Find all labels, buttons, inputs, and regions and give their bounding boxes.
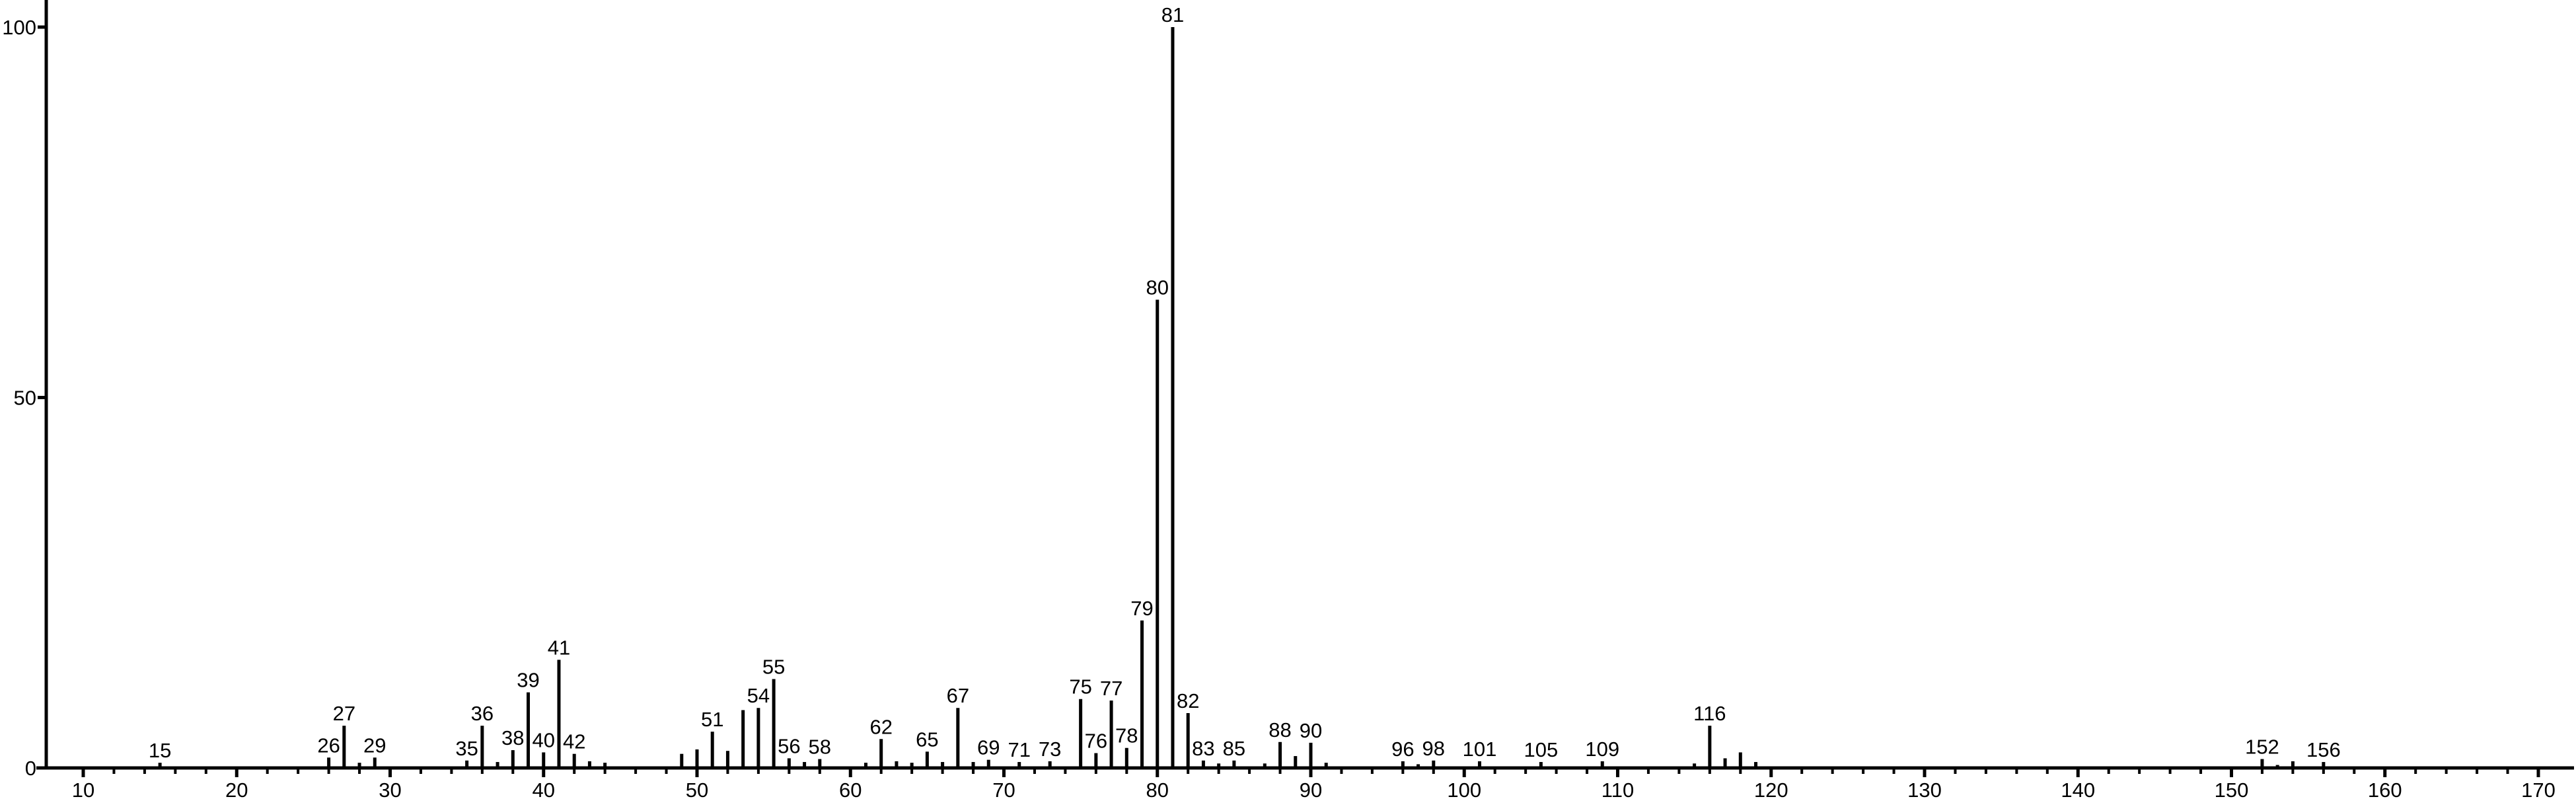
x-axis-tick-label: 20 (225, 779, 248, 799)
x-axis-tick-label: 100 (1447, 779, 1481, 799)
peak-label-mz-65: 65 (916, 728, 938, 751)
peak-label-mz-29: 29 (363, 734, 386, 757)
peak-label-mz-40: 40 (533, 728, 555, 751)
peak-label-mz-78: 78 (1115, 724, 1138, 747)
peak-label-mz-98: 98 (1422, 737, 1445, 760)
peak-label-mz-26: 26 (317, 734, 340, 757)
x-axis-tick-label: 70 (992, 779, 1015, 799)
peak-label-mz-109: 109 (1585, 738, 1619, 761)
y-axis-tick-label: 0 (25, 757, 36, 780)
peak-label-mz-42: 42 (563, 730, 585, 753)
x-axis-tick-label: 160 (2368, 779, 2402, 799)
peak-label-mz-77: 77 (1100, 677, 1122, 700)
peak-label-mz-88: 88 (1269, 718, 1291, 742)
peak-label-mz-36: 36 (471, 702, 494, 725)
peak-label-mz-15: 15 (149, 739, 171, 762)
peak-label-mz-90: 90 (1300, 719, 1322, 742)
x-axis-tick-label: 130 (1907, 779, 1942, 799)
x-axis-tick-label: 140 (2061, 779, 2095, 799)
peak-label-mz-55: 55 (762, 655, 785, 678)
x-axis-tick-label: 40 (533, 779, 555, 799)
x-axis-tick-label: 80 (1146, 779, 1169, 799)
peak-label-mz-81: 81 (1161, 3, 1184, 26)
y-axis-tick-label: 100 (2, 16, 36, 39)
peak-label-mz-27: 27 (333, 702, 355, 725)
x-axis-tick-label: 150 (2215, 779, 2249, 799)
x-axis-tick-label: 50 (686, 779, 708, 799)
x-axis-tick-label: 120 (1754, 779, 1788, 799)
peak-label-mz-96: 96 (1391, 738, 1414, 761)
peak-label-mz-71: 71 (1008, 738, 1030, 761)
peak-label-mz-101: 101 (1463, 738, 1497, 761)
peak-label-mz-41: 41 (548, 636, 570, 659)
x-axis-tick-label: 10 (72, 779, 94, 799)
peak-label-mz-73: 73 (1039, 738, 1061, 761)
peak-label-mz-62: 62 (869, 715, 892, 738)
peak-label-mz-75: 75 (1069, 675, 1091, 699)
y-axis-tick-label: 50 (14, 387, 36, 410)
peak-label-mz-58: 58 (809, 736, 831, 759)
peak-label-mz-152: 152 (2245, 736, 2279, 759)
peak-label-mz-80: 80 (1146, 276, 1169, 299)
peak-label-mz-56: 56 (778, 734, 800, 757)
peak-label-mz-39: 39 (517, 669, 539, 692)
peak-label-mz-38: 38 (501, 726, 524, 749)
peak-label-mz-79: 79 (1130, 597, 1153, 620)
peak-label-mz-76: 76 (1085, 730, 1107, 753)
peak-label-mz-35: 35 (455, 737, 478, 760)
peak-label-mz-51: 51 (701, 708, 723, 731)
peak-label-mz-67: 67 (947, 684, 969, 707)
x-axis-tick-label: 30 (379, 779, 401, 799)
peak-label-mz-69: 69 (977, 736, 1000, 759)
x-axis-tick-label: 90 (1300, 779, 1322, 799)
x-axis-tick-label: 60 (839, 779, 862, 799)
x-axis-tick-label: 110 (1601, 779, 1634, 799)
peak-label-mz-82: 82 (1177, 689, 1199, 712)
peak-label-mz-83: 83 (1192, 737, 1214, 760)
peak-label-mz-54: 54 (747, 684, 770, 707)
peak-label-mz-85: 85 (1223, 737, 1245, 760)
peak-label-mz-105: 105 (1524, 738, 1559, 761)
peak-label-mz-116: 116 (1693, 702, 1726, 725)
peak-label-mz-156: 156 (2306, 738, 2341, 761)
x-axis-tick-label: 170 (2521, 779, 2556, 799)
